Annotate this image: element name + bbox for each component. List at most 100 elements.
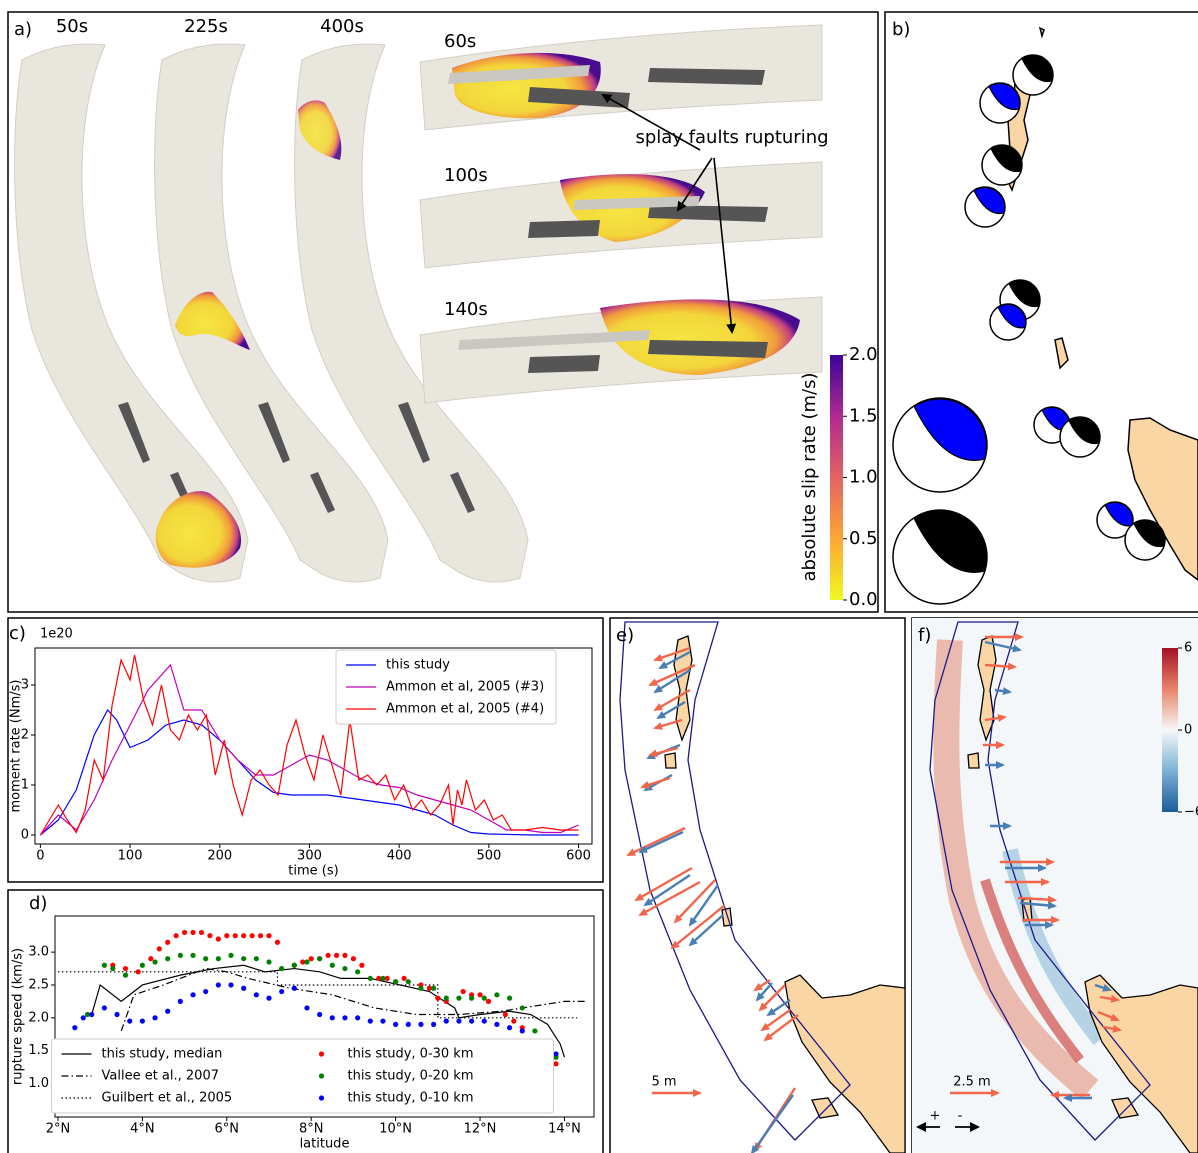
data-point — [292, 963, 297, 968]
data-point — [503, 1012, 508, 1017]
colorbar-label: absolute slip rate (m/s) — [799, 373, 820, 582]
data-point — [152, 1015, 157, 1020]
data-point — [406, 1022, 411, 1027]
legend-label: Vallee et al., 2007 — [102, 1069, 220, 1084]
panel-label: c) — [9, 623, 26, 644]
data-point — [275, 940, 280, 945]
data-point — [520, 1028, 525, 1033]
scale-label: 5 m — [651, 1075, 676, 1090]
data-point — [114, 1012, 119, 1017]
x-tick-label: 6°N — [215, 1122, 240, 1137]
data-point — [393, 979, 398, 984]
data-point — [279, 966, 284, 971]
x-axis-label: time (s) — [288, 864, 338, 879]
x-tick-label: 500 — [476, 849, 501, 864]
data-point — [494, 992, 499, 997]
y-tick-label: 0 — [21, 828, 29, 843]
data-point — [342, 1015, 347, 1020]
data-point — [266, 959, 271, 964]
legend-label: this study, 0-20 km — [348, 1069, 474, 1084]
data-point — [482, 996, 487, 1001]
panel-a: a) 50s 225s 400s 60s 100s 140s splay fau… — [14, 16, 843, 600]
annotation: splay faults rupturing — [635, 127, 828, 148]
legend-label: Guilbert et al., 2005 — [102, 1091, 233, 1106]
panel-label: f) — [918, 625, 931, 646]
colorbar-tick-label: 6 — [1184, 641, 1192, 656]
data-point — [254, 956, 259, 961]
arrow — [628, 828, 685, 855]
data-point — [216, 936, 221, 941]
data-point — [431, 986, 436, 991]
data-point — [444, 996, 449, 1001]
data-point — [355, 1015, 360, 1020]
x-tick-label: 8°N — [299, 1122, 324, 1137]
data-point — [157, 946, 162, 951]
y-tick-label: 1.0 — [28, 1076, 49, 1091]
data-point — [325, 953, 330, 958]
data-point — [393, 1022, 398, 1027]
data-point — [456, 1018, 461, 1023]
data-point — [190, 930, 195, 935]
axis-offset: 1e20 — [40, 627, 73, 642]
data-point — [165, 956, 170, 961]
colorbar-tick-label: 0 — [1184, 723, 1192, 738]
data-point — [380, 976, 385, 981]
data-point — [342, 966, 347, 971]
legend-label: this study, median — [102, 1047, 223, 1062]
time-label: 60s — [444, 31, 476, 52]
data-point — [431, 1022, 436, 1027]
data-point — [317, 1012, 322, 1017]
sign-label: + — [930, 1109, 941, 1124]
panel-f: f) 2.5 m + - — [912, 618, 1198, 1153]
x-axis-label: latitude — [300, 1137, 350, 1152]
legend-marker — [319, 1051, 324, 1056]
data-point — [165, 1009, 170, 1014]
data-point — [351, 956, 356, 961]
data-point — [401, 976, 406, 981]
data-point — [81, 1015, 86, 1020]
data-point — [368, 1018, 373, 1023]
data-point — [553, 1051, 558, 1056]
data-point — [477, 992, 482, 997]
arrow — [642, 778, 670, 787]
arrow — [762, 1010, 790, 1030]
data-point — [406, 979, 411, 984]
colorbar — [1162, 648, 1178, 812]
data-point — [368, 976, 373, 981]
legend-label: Ammon et al, 2005 (#3) — [386, 680, 544, 695]
arrow — [752, 1095, 793, 1153]
data-point — [469, 1018, 474, 1023]
arrow — [636, 868, 692, 900]
panel-label: e) — [616, 625, 634, 646]
data-point — [178, 999, 183, 1004]
data-point — [148, 956, 153, 961]
x-tick-label: 2°N — [46, 1122, 71, 1137]
arrow — [675, 880, 715, 922]
data-point — [330, 1015, 335, 1020]
y-axis-label: rupture speed (km/s) — [11, 948, 26, 1085]
colorbar-tick-label: 0.0 — [849, 589, 878, 610]
data-point — [292, 986, 297, 991]
data-point — [102, 1005, 107, 1010]
data-point — [241, 933, 246, 938]
data-point — [190, 953, 195, 958]
colorbar — [830, 355, 843, 600]
colorbar-tick-label: 1.0 — [849, 467, 878, 488]
data-point — [152, 959, 157, 964]
y-tick-label: 3.0 — [28, 945, 49, 960]
data-point — [140, 963, 145, 968]
panel-label: a) — [14, 19, 32, 40]
legend-label: this study, 0-30 km — [348, 1047, 474, 1062]
data-point — [317, 956, 322, 961]
data-point — [511, 1018, 516, 1023]
data-point — [520, 1005, 525, 1010]
arrow — [765, 1015, 798, 1040]
data-point — [203, 956, 208, 961]
colorbar-tick-label: 2.0 — [849, 344, 878, 365]
data-point — [418, 1022, 423, 1027]
y-tick-label: 2.5 — [28, 977, 49, 992]
x-tick-label: 0 — [36, 849, 44, 864]
data-point — [330, 963, 335, 968]
data-point — [165, 940, 170, 945]
y-tick-label: 2.0 — [28, 1010, 49, 1025]
